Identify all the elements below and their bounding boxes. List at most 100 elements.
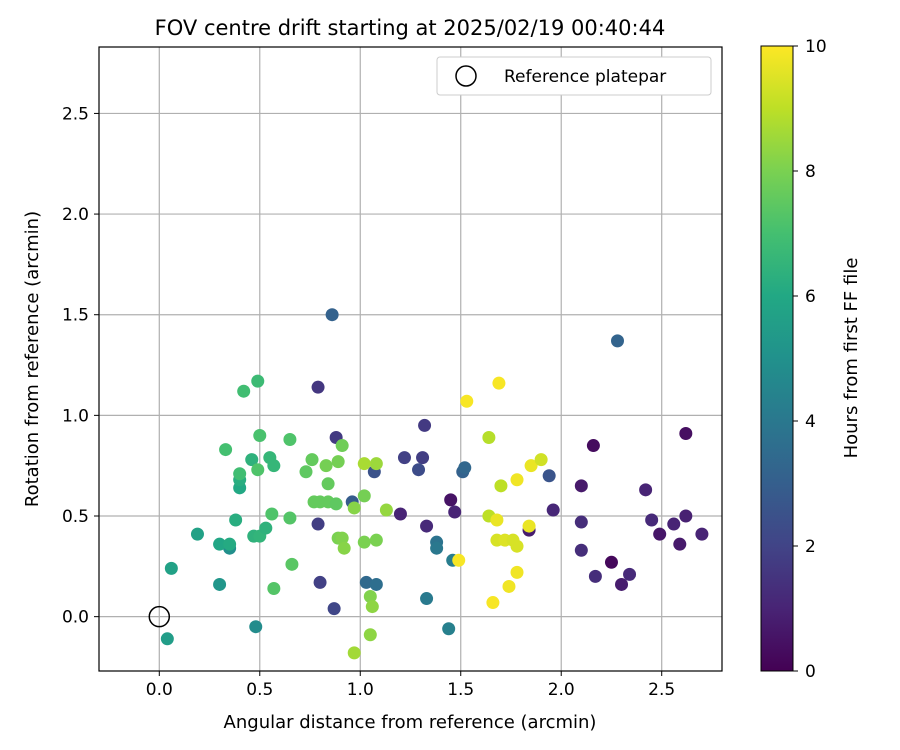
data-point: [574, 515, 588, 529]
y-tick-label: 2.0: [62, 205, 89, 225]
data-point: [679, 426, 693, 440]
data-point: [213, 537, 227, 551]
data-point: [482, 431, 496, 445]
x-axis-ticks: 0.0 0.5 1.0 1.5 2.0 2.5: [146, 671, 675, 700]
x-tick-label: 2.5: [648, 680, 675, 700]
data-point: [311, 380, 325, 394]
data-point: [546, 503, 560, 517]
data-point: [311, 517, 325, 531]
colorbar-tick-label: 8: [805, 162, 816, 182]
data-point: [363, 628, 377, 642]
data-point: [369, 457, 383, 471]
data-point: [357, 457, 371, 471]
data-point: [335, 531, 349, 545]
legend: Reference platepar: [436, 56, 712, 96]
data-point: [160, 632, 174, 646]
data-point: [574, 479, 588, 493]
data-point: [623, 567, 637, 581]
data-point: [229, 513, 243, 527]
y-axis-ticks: 0.0 0.5 1.0 1.5 2.0 2.5: [62, 104, 99, 628]
data-point: [347, 646, 361, 660]
colorbar-ticks: 0 2 4 6 8 10: [793, 37, 827, 682]
data-point: [673, 537, 687, 551]
data-point: [604, 555, 618, 569]
legend-box: [436, 56, 712, 96]
data-point: [283, 433, 297, 447]
reference-platepar-marker: [148, 605, 171, 628]
data-point: [359, 575, 373, 589]
data-point: [695, 527, 709, 541]
data-point: [420, 519, 434, 533]
data-point: [365, 600, 379, 614]
y-tick-label: 0.0: [62, 608, 89, 628]
colorbar-tick-label: 4: [805, 412, 816, 432]
data-point: [363, 590, 377, 604]
data-point: [347, 501, 361, 515]
x-axis-label: Angular distance from reference (arcmin): [224, 712, 597, 733]
data-point: [265, 507, 279, 521]
data-point: [285, 557, 299, 571]
data-points: [160, 308, 709, 660]
data-point: [610, 334, 624, 348]
data-point: [337, 541, 351, 555]
chart-title: FOV centre drift starting at 2025/02/19 …: [155, 16, 666, 40]
data-point: [534, 453, 548, 467]
y-tick-label: 1.0: [62, 406, 89, 426]
data-point: [418, 418, 432, 432]
data-point: [223, 537, 237, 551]
data-point: [267, 459, 281, 473]
data-point: [412, 463, 426, 477]
data-point: [397, 451, 411, 465]
legend-open-circle-marker: [455, 65, 477, 87]
data-point: [259, 521, 273, 535]
data-point: [305, 453, 319, 467]
data-point: [510, 565, 524, 579]
x-tick-label: 1.0: [347, 680, 374, 700]
data-point: [325, 308, 339, 322]
data-point: [588, 569, 602, 583]
data-point: [369, 577, 383, 591]
data-point: [615, 577, 629, 591]
data-point: [430, 541, 444, 555]
data-point: [494, 479, 508, 493]
x-tick-label: 0.0: [146, 680, 173, 700]
data-point: [486, 596, 500, 610]
data-point: [645, 513, 659, 527]
data-point: [327, 602, 341, 616]
colorbar-tick-label: 0: [805, 662, 816, 682]
data-point: [524, 459, 538, 473]
data-point: [219, 443, 233, 457]
data-point: [420, 592, 434, 606]
colorbar-label: Hours from first FF file: [841, 258, 862, 459]
data-point: [679, 509, 693, 523]
data-point: [245, 453, 259, 467]
plot-frame: [98, 46, 723, 672]
data-point: [653, 527, 667, 541]
legend-entry-label: Reference platepar: [504, 67, 666, 87]
data-point: [313, 575, 327, 589]
data-point: [492, 376, 506, 390]
y-tick-label: 1.5: [62, 306, 89, 326]
y-tick-label: 2.5: [62, 104, 89, 124]
colorbar-tick-label: 2: [805, 537, 816, 557]
data-point: [379, 503, 393, 517]
x-tick-label: 2.0: [548, 680, 575, 700]
data-point: [267, 581, 281, 595]
data-point: [490, 513, 504, 527]
data-point: [357, 535, 371, 549]
data-point: [667, 517, 681, 531]
data-point: [321, 477, 335, 491]
data-point: [510, 473, 524, 487]
colorbar-tick-label: 10: [805, 37, 827, 57]
data-point: [510, 539, 524, 553]
data-point: [522, 519, 536, 533]
x-tick-label: 1.5: [447, 680, 474, 700]
data-point: [335, 439, 349, 453]
data-point: [416, 451, 430, 465]
data-point: [452, 553, 466, 567]
data-point: [319, 459, 333, 473]
data-point: [442, 622, 456, 636]
data-point: [299, 465, 313, 479]
colorbar-gradient: [760, 45, 794, 672]
